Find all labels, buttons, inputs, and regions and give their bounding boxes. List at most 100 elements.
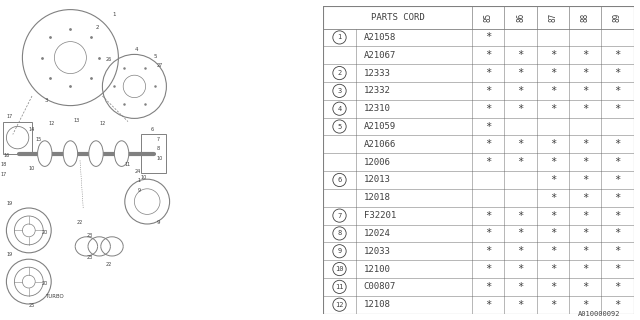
Text: *: *: [550, 282, 556, 292]
Text: 3: 3: [45, 98, 48, 103]
Text: *: *: [518, 157, 524, 167]
Text: 26: 26: [106, 57, 112, 62]
Text: A21058: A21058: [364, 33, 396, 42]
Text: *: *: [550, 211, 556, 220]
Text: *: *: [582, 86, 588, 96]
Text: *: *: [485, 300, 492, 310]
Text: *: *: [518, 228, 524, 238]
Text: 23: 23: [86, 233, 93, 238]
Text: *: *: [485, 139, 492, 149]
Text: *: *: [582, 211, 588, 220]
Ellipse shape: [115, 141, 129, 166]
Text: *: *: [550, 300, 556, 310]
Text: 87: 87: [548, 13, 557, 22]
Text: *: *: [518, 68, 524, 78]
Text: *: *: [550, 139, 556, 149]
Text: 12100: 12100: [364, 265, 390, 274]
Text: 19: 19: [6, 201, 13, 206]
Text: *: *: [518, 264, 524, 274]
Text: *: *: [485, 122, 492, 132]
Text: *: *: [582, 157, 588, 167]
Text: 7: 7: [157, 137, 160, 142]
Text: *: *: [550, 68, 556, 78]
Text: 88: 88: [580, 13, 589, 22]
Text: *: *: [614, 264, 621, 274]
Text: 12033: 12033: [364, 247, 390, 256]
Text: *: *: [614, 139, 621, 149]
Text: 24: 24: [134, 169, 141, 174]
Text: C00807: C00807: [364, 282, 396, 292]
Text: 7: 7: [337, 212, 342, 219]
Text: 23: 23: [86, 255, 93, 260]
Text: *: *: [582, 264, 588, 274]
Text: *: *: [485, 211, 492, 220]
Text: 10: 10: [335, 266, 344, 272]
Text: PARTS CORD: PARTS CORD: [371, 13, 424, 22]
Ellipse shape: [63, 141, 77, 166]
Text: A010000092: A010000092: [579, 311, 621, 317]
Text: *: *: [518, 300, 524, 310]
Text: 9: 9: [138, 188, 141, 193]
Bar: [323, 6, 634, 28]
Text: 14: 14: [29, 127, 35, 132]
Text: 6: 6: [337, 177, 342, 183]
Text: 8: 8: [337, 230, 342, 236]
Text: 12013: 12013: [364, 175, 390, 184]
Text: 16: 16: [3, 153, 10, 158]
Text: *: *: [485, 68, 492, 78]
Text: A21066: A21066: [364, 140, 396, 149]
Text: 5: 5: [337, 124, 342, 130]
Text: *: *: [550, 86, 556, 96]
Text: 10: 10: [29, 166, 35, 171]
Text: *: *: [582, 68, 588, 78]
Text: A21059: A21059: [364, 122, 396, 131]
Text: 10: 10: [157, 156, 163, 161]
Text: 4: 4: [134, 47, 138, 52]
Text: 2: 2: [337, 70, 342, 76]
Text: *: *: [582, 193, 588, 203]
Text: 10: 10: [141, 175, 147, 180]
Text: 12: 12: [99, 121, 106, 126]
Text: *: *: [550, 228, 556, 238]
Text: 12006: 12006: [364, 158, 390, 167]
Text: *: *: [518, 211, 524, 220]
Text: *: *: [485, 104, 492, 114]
Text: *: *: [614, 104, 621, 114]
Text: 12018: 12018: [364, 193, 390, 202]
Text: 1: 1: [112, 12, 115, 17]
Text: 6: 6: [150, 127, 154, 132]
Text: *: *: [518, 282, 524, 292]
Text: 8: 8: [157, 146, 160, 151]
Text: 15: 15: [35, 137, 42, 142]
Text: *: *: [582, 50, 588, 60]
Text: *: *: [550, 246, 556, 256]
Text: 86: 86: [516, 13, 525, 22]
Text: 11: 11: [125, 163, 131, 167]
Text: 9: 9: [157, 220, 160, 225]
Text: 12108: 12108: [364, 300, 390, 309]
Text: 12333: 12333: [364, 68, 390, 77]
Text: *: *: [614, 246, 621, 256]
Text: *: *: [582, 300, 588, 310]
Text: *: *: [614, 228, 621, 238]
Text: *: *: [550, 193, 556, 203]
Text: *: *: [485, 228, 492, 238]
Text: TURBO: TURBO: [45, 294, 63, 299]
Text: *: *: [550, 264, 556, 274]
Text: 1: 1: [337, 35, 342, 40]
Ellipse shape: [38, 141, 52, 166]
Text: 12: 12: [48, 121, 54, 126]
Text: F32201: F32201: [364, 211, 396, 220]
Text: 22: 22: [106, 262, 112, 267]
Text: 17: 17: [6, 114, 13, 119]
Text: *: *: [582, 246, 588, 256]
Text: *: *: [614, 211, 621, 220]
Text: 5: 5: [154, 53, 157, 59]
Text: *: *: [550, 175, 556, 185]
Text: *: *: [614, 68, 621, 78]
Text: *: *: [485, 32, 492, 43]
Text: 13: 13: [74, 117, 80, 123]
Text: 19: 19: [6, 252, 13, 257]
Text: *: *: [518, 104, 524, 114]
Text: 12024: 12024: [364, 229, 390, 238]
